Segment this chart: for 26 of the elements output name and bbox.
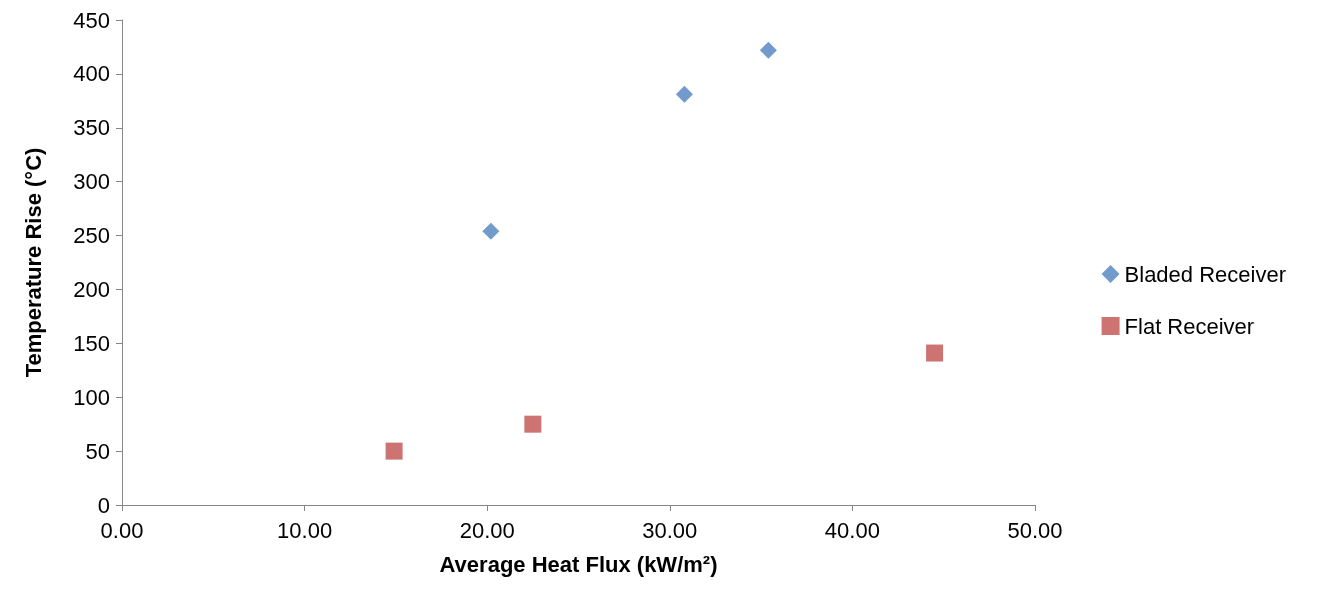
x-tick-label: 10.00: [277, 517, 333, 543]
point: [385, 442, 403, 460]
y-axis-title: Temperature Rise (°C): [20, 147, 46, 378]
y-tick-label: 400: [73, 61, 110, 87]
x-tick-label: 20.00: [459, 517, 515, 543]
point: [759, 41, 777, 59]
x-axis-title: Average Heat Flux (kW/m²): [439, 551, 718, 577]
y-tick-label: 50: [85, 438, 110, 464]
legend-label: Flat Receiver: [1124, 313, 1255, 339]
point: [926, 344, 944, 362]
y-tick-label: 100: [73, 384, 110, 410]
point: [524, 415, 542, 433]
y-tick-label: 350: [73, 115, 110, 141]
x-tick-label: 0.00: [100, 517, 144, 543]
y-tick-label: 150: [73, 330, 110, 356]
y-tick-label: 200: [73, 276, 110, 302]
y-tick-label: 250: [73, 223, 110, 249]
y-tick-label: 450: [73, 7, 110, 33]
x-tick-label: 30.00: [642, 517, 698, 543]
point: [482, 222, 500, 240]
point: [675, 85, 693, 103]
y-tick-label: 0: [97, 492, 110, 518]
legend-label: Bladed Receiver: [1124, 261, 1287, 287]
x-tick-label: 40.00: [824, 517, 880, 543]
x-tick-label: 50.00: [1007, 517, 1063, 543]
y-tick-label: 300: [73, 169, 110, 195]
